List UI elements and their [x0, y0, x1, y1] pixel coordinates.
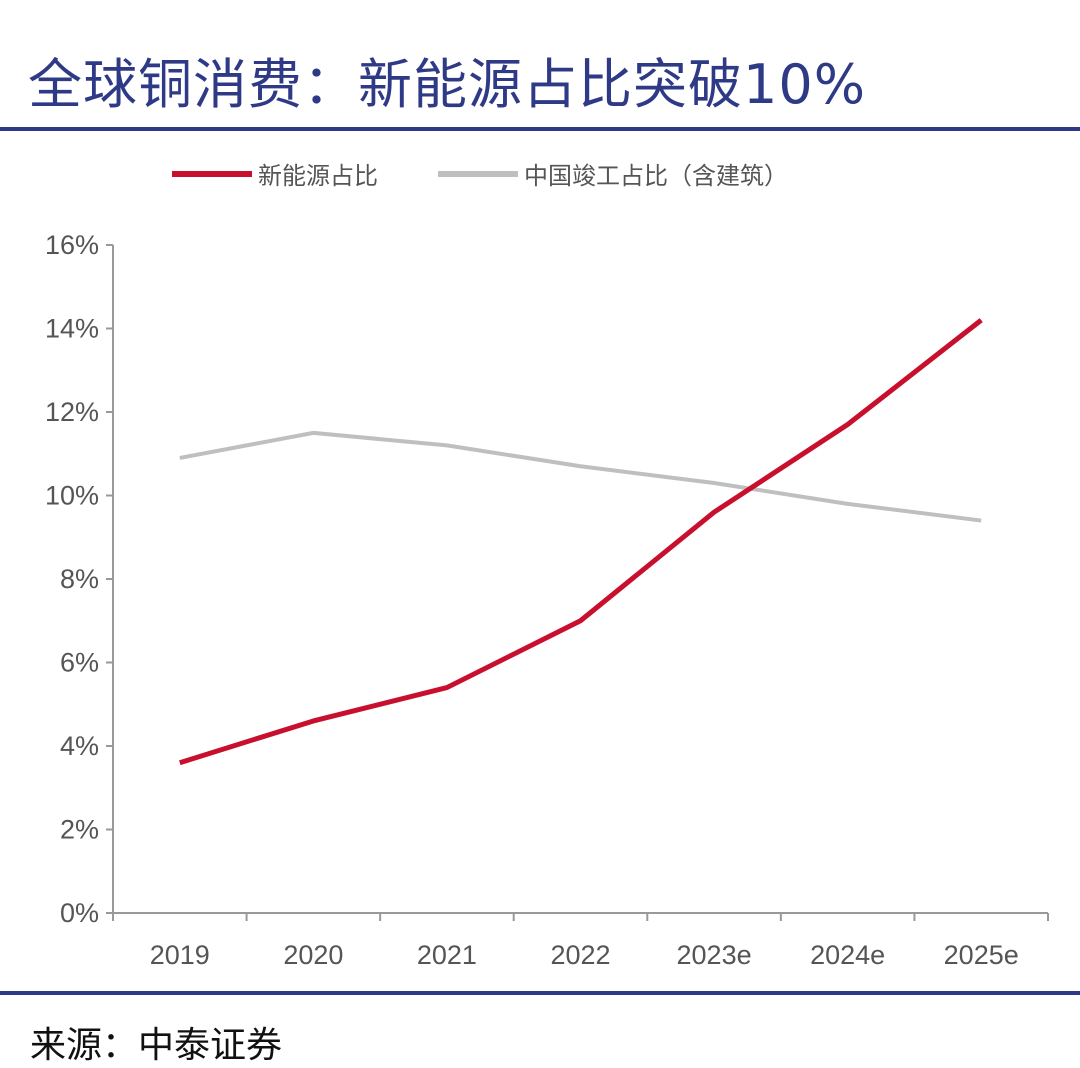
x-tick-label: 2025e: [944, 940, 1019, 970]
y-tick-label: 4%: [60, 731, 99, 761]
x-tick-label: 2024e: [810, 940, 885, 970]
x-tick-label: 2021: [417, 940, 477, 970]
y-tick-label: 16%: [45, 230, 99, 260]
footer-divider: [0, 991, 1080, 995]
y-tick-label: 0%: [60, 898, 99, 928]
series-line: [180, 433, 981, 521]
series-line: [180, 320, 981, 763]
x-tick-label: 2023e: [677, 940, 752, 970]
y-tick-label: 2%: [60, 815, 99, 845]
x-tick-label: 2020: [283, 940, 343, 970]
y-tick-label: 10%: [45, 481, 99, 511]
y-tick-label: 12%: [45, 397, 99, 427]
x-tick-label: 2022: [550, 940, 610, 970]
source-note: 来源：中泰证券: [30, 1016, 282, 1068]
y-tick-label: 8%: [60, 564, 99, 594]
y-tick-label: 6%: [60, 648, 99, 678]
y-tick-label: 14%: [45, 314, 99, 344]
x-tick-label: 2019: [150, 940, 210, 970]
